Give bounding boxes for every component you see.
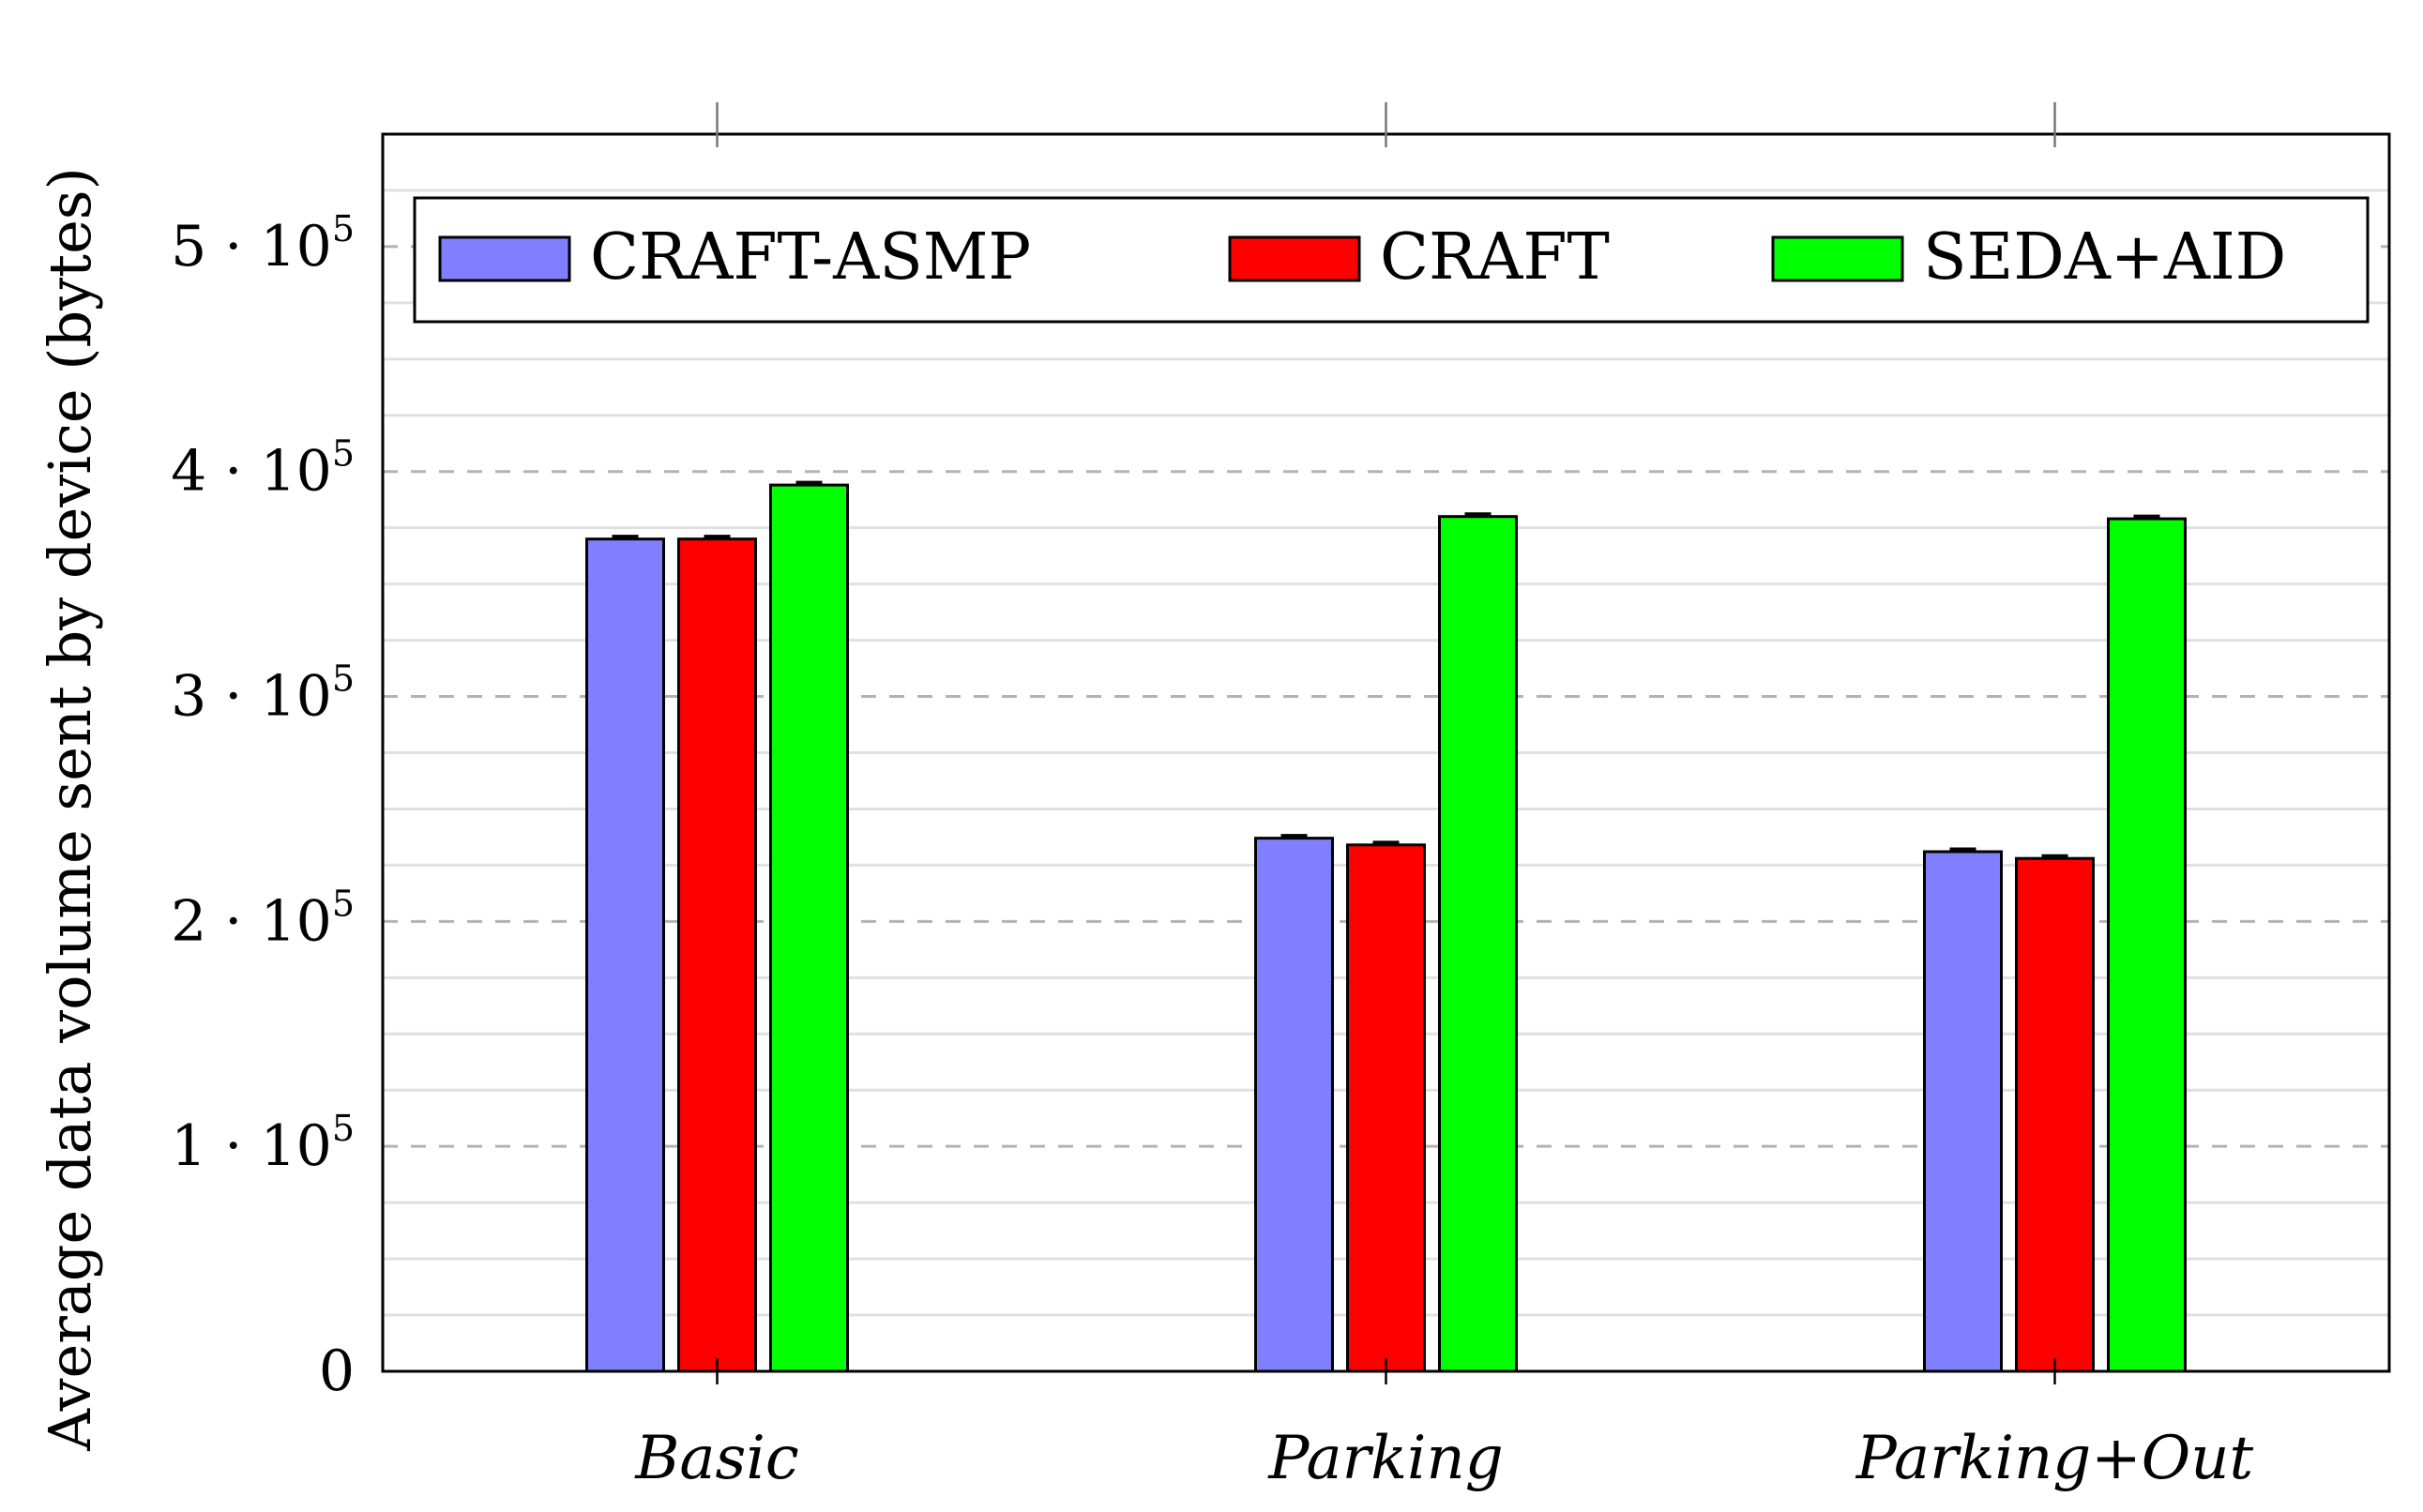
legend-entry-label: SEDA+AID xyxy=(1923,220,2286,295)
y-tick-labels: 0 1 · 105 2 · 105 3 · 105 4 · 105 5 · 105 xyxy=(171,208,355,1404)
legend-entry-label: CRAFT-ASMP xyxy=(590,220,1031,295)
legend: CRAFT-ASMP CRAFT SEDA+AID xyxy=(413,196,2370,324)
y-tick-label: 5 · 105 xyxy=(171,208,355,280)
bar-craft-asmp-basic xyxy=(585,537,665,1373)
axis-ticks xyxy=(716,102,2056,1384)
bar-seda-aid-basic xyxy=(769,483,849,1373)
y-tick-label: 4 · 105 xyxy=(171,433,355,505)
x-category-label: Parking xyxy=(1267,1424,1503,1493)
y-axis-label: Average data volume sent by device (byte… xyxy=(36,167,104,1452)
x-category-label: Parking+Out xyxy=(1855,1424,2254,1493)
x-category-labels: Basic Parking Parking+Out xyxy=(634,1424,2253,1493)
legend-swatch xyxy=(438,235,571,282)
y-tick-label: 2 · 105 xyxy=(171,883,355,954)
legend-swatch xyxy=(1228,235,1361,282)
bar-craft-parking-out xyxy=(2015,856,2095,1373)
y-tick-label: 3 · 105 xyxy=(171,658,355,730)
bar-craft-parking xyxy=(1346,843,1426,1373)
legend-box xyxy=(413,196,2370,324)
bar-craft-asmp-parking xyxy=(1254,837,1334,1373)
bar-seda-aid-parking xyxy=(1438,515,1518,1373)
bar-craft-asmp-parking-out xyxy=(1923,850,2003,1373)
bar-craft-basic xyxy=(677,537,757,1373)
y-tick-label: 1 · 105 xyxy=(171,1108,355,1179)
x-category-label: Basic xyxy=(634,1424,798,1493)
y-tick-label: 0 xyxy=(319,1338,355,1404)
bar-seda-aid-parking-out xyxy=(2107,517,2187,1373)
bars xyxy=(585,480,2187,1373)
legend-entry-label: CRAFT xyxy=(1380,220,1610,295)
legend-swatch xyxy=(1771,235,1904,282)
